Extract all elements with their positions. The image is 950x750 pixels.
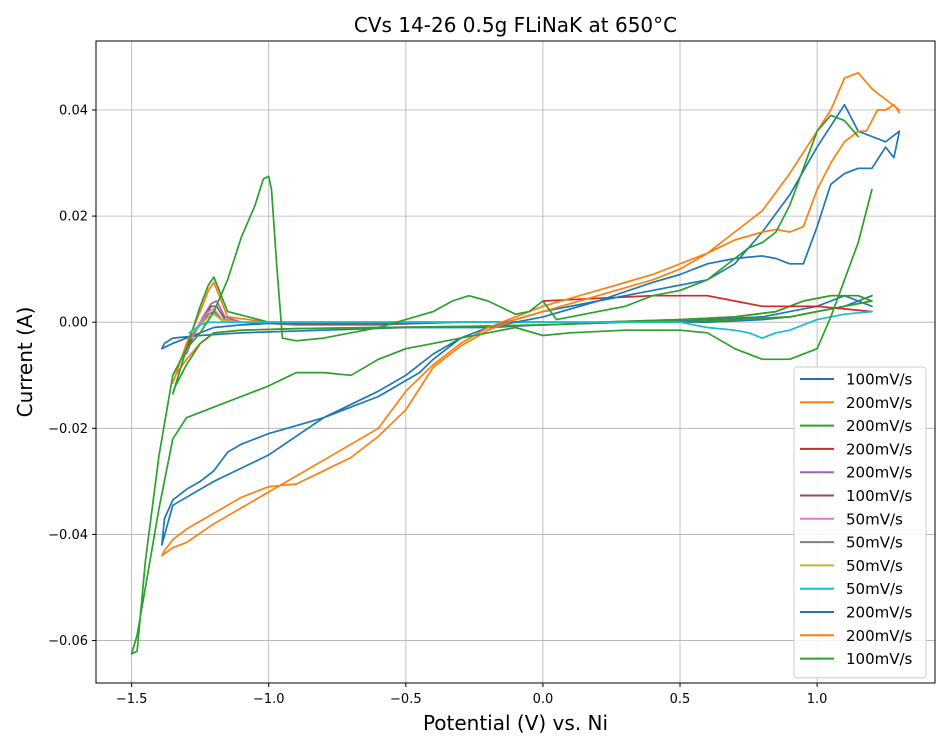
x-tick-label: 0.5 bbox=[670, 692, 691, 707]
x-axis-ticks: −1.5 −1.0 −0.5 0.0 0.5 1.0 bbox=[116, 683, 828, 707]
legend-label: 200mV/s bbox=[846, 627, 913, 645]
series-line-13 bbox=[130, 114, 873, 655]
chart-title: CVs 14-26 0.5g FLiNaK at 650°C bbox=[354, 13, 677, 37]
x-tick-label: −1.5 bbox=[116, 692, 148, 707]
legend-box bbox=[793, 366, 927, 679]
plot-frame bbox=[95, 40, 936, 684]
series-line-4 bbox=[542, 294, 873, 313]
y-tick-label: −0.06 bbox=[48, 634, 88, 649]
series-layer bbox=[130, 71, 901, 655]
legend-label: 200mV/s bbox=[846, 394, 913, 412]
legend-label: 50mV/s bbox=[846, 557, 903, 575]
y-tick-label: 0.02 bbox=[59, 210, 88, 225]
legend-label: 50mV/s bbox=[846, 580, 903, 598]
legend-label: 200mV/s bbox=[846, 440, 913, 458]
y-axis-label: Current (A) bbox=[13, 307, 37, 418]
legend-label: 50mV/s bbox=[846, 510, 903, 528]
x-tick-label: −0.5 bbox=[390, 692, 422, 707]
legend: 100mV/s 200mV/s 200mV/s 200mV/s 200mV/s 100mV… bbox=[793, 366, 927, 679]
y-axis-ticks: −0.06 −0.04 −0.02 0.00 0.02 0.04 bbox=[48, 103, 96, 649]
legend-label: 200mV/s bbox=[846, 464, 913, 482]
x-tick-label: 0.0 bbox=[533, 692, 554, 707]
series-line-10 bbox=[188, 310, 873, 339]
legend-label: 100mV/s bbox=[846, 371, 913, 389]
x-tick-label: 1.0 bbox=[807, 692, 828, 707]
legend-label: 100mV/s bbox=[846, 487, 913, 505]
series-line-1 bbox=[160, 294, 873, 350]
legend-label: 200mV/s bbox=[846, 604, 913, 622]
y-tick-label: 0.00 bbox=[59, 316, 88, 331]
y-tick-label: −0.04 bbox=[48, 528, 88, 543]
y-tick-label: −0.02 bbox=[48, 422, 88, 437]
y-tick-label: 0.04 bbox=[59, 103, 88, 118]
series-line-12 bbox=[160, 71, 901, 557]
legend-label: 100mV/s bbox=[846, 650, 913, 668]
x-tick-label: −1.0 bbox=[253, 692, 285, 707]
legend-label: 50mV/s bbox=[846, 534, 903, 552]
legend-label: 200mV/s bbox=[846, 417, 913, 435]
x-axis-label: Potential (V) vs. Ni bbox=[423, 711, 608, 735]
